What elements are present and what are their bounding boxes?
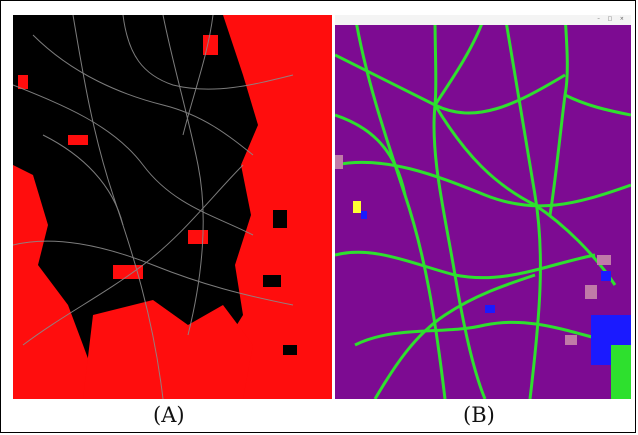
red-region-layer [13,15,332,399]
red-block [203,35,218,55]
road [72,15,164,399]
road [433,104,617,286]
patch [597,255,611,265]
road [335,250,596,280]
red-block [18,75,28,89]
patch [611,345,631,399]
road-layer-b [335,15,631,399]
red-region-west [13,165,103,399]
road [354,320,626,347]
red-region-east [218,15,332,399]
road [373,273,536,399]
red-block [68,135,88,145]
window-controls-icon: – □ × [597,16,627,22]
road-layer-a [13,15,294,399]
road [353,15,447,399]
patch [601,271,611,281]
road [13,240,294,306]
window-title-bar: – □ × [335,15,631,25]
patch [361,211,367,219]
red-block [263,275,281,287]
patch-layer [335,155,631,399]
panel-caption-b: (B) [463,403,495,427]
panel-caption-a: (A) [153,403,185,427]
map-panel-b: – □ × [335,15,631,399]
red-block [113,265,143,279]
patch [485,305,495,313]
road [432,15,487,399]
road [182,15,214,136]
road [503,15,542,399]
road [162,15,204,336]
road [335,160,631,208]
red-region-south [83,300,253,399]
patch [335,155,343,169]
road [22,164,244,346]
map-b-canvas [335,15,631,399]
patch [565,335,577,345]
road [32,34,254,156]
road [433,15,487,106]
red-block [188,230,208,244]
road [122,15,294,90]
road [335,113,407,196]
map-panel-a [13,15,332,399]
red-block [273,210,287,228]
road [548,15,569,216]
patch [585,285,597,299]
map-a-canvas [13,15,332,399]
red-block [163,355,175,365]
red-block [283,345,297,355]
patch [353,201,361,213]
road [564,93,631,117]
road [42,134,124,226]
road [13,84,254,236]
